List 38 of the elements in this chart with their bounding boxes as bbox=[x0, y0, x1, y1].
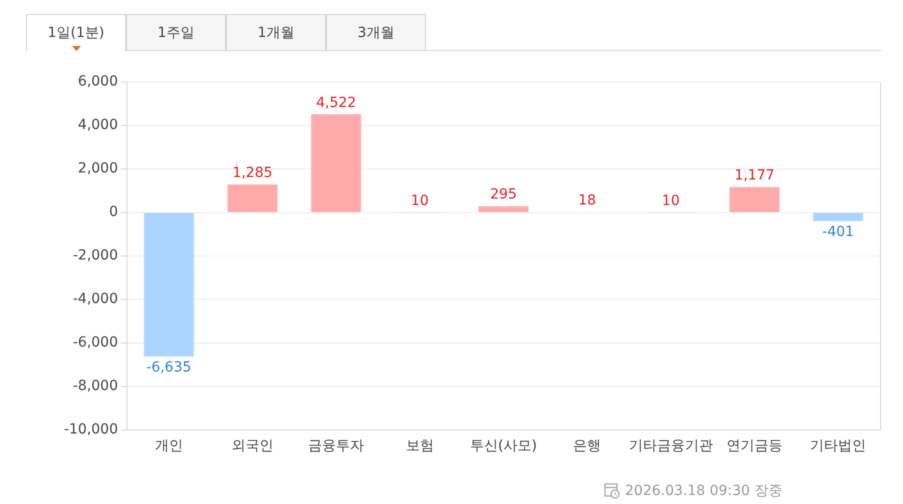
bar bbox=[311, 114, 362, 212]
y-tick-label: -2,000 bbox=[72, 248, 118, 264]
data-label: 4,522 bbox=[316, 94, 356, 111]
x-tick-label: 은행 bbox=[573, 438, 602, 454]
y-tick-label: 6,000 bbox=[78, 74, 118, 90]
data-label: 10 bbox=[662, 192, 680, 209]
bar bbox=[813, 213, 864, 222]
y-tick-label: 4,000 bbox=[78, 117, 118, 134]
text: 1일(1분) bbox=[48, 24, 104, 42]
bar bbox=[729, 186, 780, 212]
text: 2026.03.18 09:30 장중 bbox=[625, 482, 782, 500]
y-tick-label: -6,000 bbox=[72, 334, 118, 351]
x-tick-label: 금융투자 bbox=[308, 438, 364, 454]
data-label: 1,285 bbox=[232, 165, 273, 182]
data-label: 1,177 bbox=[734, 168, 775, 184]
text: 1개월 bbox=[258, 24, 294, 42]
data-label: 10 bbox=[410, 192, 429, 209]
x-tick-label: 기타금융기관 bbox=[628, 438, 713, 454]
bar bbox=[478, 206, 529, 212]
data-label: -401 bbox=[822, 224, 854, 240]
x-tick-label: 개인 bbox=[154, 438, 183, 454]
data-label: -6,635 bbox=[146, 359, 192, 376]
x-tick-label: 기타법인 bbox=[810, 438, 866, 454]
y-tick-label: -8,000 bbox=[72, 378, 118, 394]
x-tick-label: 연기금등 bbox=[726, 438, 782, 454]
data-label: 295 bbox=[490, 186, 517, 203]
bar bbox=[144, 213, 194, 357]
text: 3개월 bbox=[358, 24, 394, 42]
y-tick-label: 2,000 bbox=[78, 160, 118, 177]
x-tick-label: 외국인 bbox=[232, 438, 274, 454]
y-tick-label: -10,000 bbox=[64, 422, 118, 438]
bar bbox=[227, 184, 278, 212]
text: 1주일 bbox=[158, 24, 194, 42]
data-label: 18 bbox=[578, 192, 596, 209]
x-tick-label: 보험 bbox=[406, 438, 434, 454]
y-tick-label: -4,000 bbox=[72, 291, 118, 308]
y-tick-label: 0 bbox=[109, 204, 118, 220]
x-tick-label: 투신(사모) bbox=[470, 438, 537, 454]
